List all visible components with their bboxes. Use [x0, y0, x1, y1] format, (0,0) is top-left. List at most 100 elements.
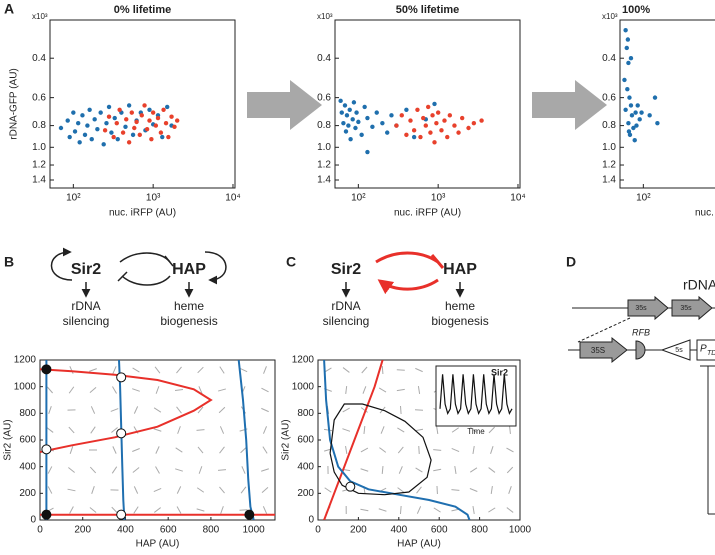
vector	[176, 367, 181, 373]
y-tick-label: 0	[30, 515, 36, 526]
vector-field	[46, 366, 269, 513]
fixed-point	[42, 510, 51, 519]
promoter-label: P	[700, 344, 707, 355]
output-label: silencing	[63, 314, 110, 328]
point	[341, 121, 345, 125]
vector	[197, 430, 205, 431]
point	[161, 108, 165, 112]
gene-label: 35S	[591, 346, 605, 355]
point	[123, 125, 127, 129]
vector	[263, 426, 266, 433]
point	[109, 130, 113, 134]
point	[629, 56, 633, 60]
vector	[177, 507, 181, 514]
vector	[70, 446, 73, 454]
vector	[263, 447, 267, 454]
x-axis-label: HAP (AU)	[136, 539, 180, 550]
point	[127, 103, 131, 107]
vector	[176, 448, 183, 452]
vector	[177, 486, 180, 493]
vector	[261, 388, 268, 392]
output-label: rDNA	[71, 299, 100, 313]
point	[359, 133, 363, 137]
x-tick-label: 10²	[636, 193, 651, 204]
vector	[361, 469, 369, 472]
x-axis-label: nuc. iRFP (AU)	[394, 208, 461, 219]
point	[370, 125, 374, 129]
point	[95, 127, 99, 131]
point	[145, 127, 149, 131]
vector	[175, 469, 183, 471]
gene-label: 35s	[680, 305, 692, 312]
y-axis-label: rDNA-GFP (AU)	[9, 68, 20, 139]
point	[432, 102, 436, 106]
vector	[219, 487, 224, 493]
point	[353, 126, 357, 130]
x-tick-label: 0	[315, 525, 321, 536]
x-tick-label: 1000	[509, 525, 532, 536]
point	[90, 137, 94, 141]
fixed-point	[117, 429, 126, 438]
vector	[346, 386, 347, 394]
x-tick-label: 10³	[146, 193, 161, 204]
point	[159, 130, 163, 134]
output-label: biogenesis	[160, 314, 217, 328]
point	[389, 113, 393, 117]
point	[472, 121, 476, 125]
point	[132, 126, 136, 130]
point	[338, 99, 342, 103]
point	[147, 108, 151, 112]
x-tick-label: 400	[390, 525, 407, 536]
vector	[433, 450, 441, 451]
point	[634, 123, 638, 127]
point	[412, 128, 416, 132]
vector	[68, 468, 74, 473]
point	[346, 123, 350, 127]
vector	[47, 387, 52, 393]
point	[76, 121, 80, 125]
panel-title: 50% lifetime	[396, 4, 460, 16]
point	[351, 117, 355, 121]
point	[134, 120, 138, 124]
point	[445, 135, 449, 139]
y-tick-label: 1.2	[602, 160, 616, 171]
vector	[218, 470, 226, 471]
point	[385, 130, 389, 134]
output-label: heme	[174, 299, 204, 313]
point	[625, 46, 629, 50]
y-axis-label: Sir2 (AU)	[281, 419, 292, 460]
point	[639, 110, 643, 114]
point	[436, 110, 440, 114]
y-tick-label: 200	[297, 488, 314, 499]
vector	[343, 368, 349, 373]
vector	[360, 509, 368, 510]
point	[59, 126, 63, 130]
vector	[90, 387, 96, 392]
point	[354, 110, 358, 114]
y-tick-label: 1000	[292, 381, 315, 392]
node-label: Sir2	[331, 261, 361, 278]
point	[348, 108, 352, 112]
point	[117, 108, 121, 112]
y-tick-label: 0.8	[317, 120, 331, 131]
vector	[177, 407, 182, 413]
point	[116, 137, 120, 141]
point	[380, 121, 384, 125]
vector	[70, 366, 73, 373]
vector	[156, 467, 160, 474]
plot-frame	[40, 360, 275, 520]
vector	[89, 369, 97, 372]
vector	[379, 509, 387, 511]
vector	[381, 426, 384, 433]
point	[418, 135, 422, 139]
vector	[70, 506, 74, 513]
point	[626, 61, 630, 65]
vector	[154, 508, 160, 513]
panel-title: 100%	[622, 4, 650, 16]
point	[365, 116, 369, 120]
vector	[48, 466, 52, 473]
vector	[361, 448, 368, 452]
y-tick-label: 0.6	[32, 92, 46, 103]
point	[156, 116, 160, 120]
vector	[397, 428, 404, 432]
